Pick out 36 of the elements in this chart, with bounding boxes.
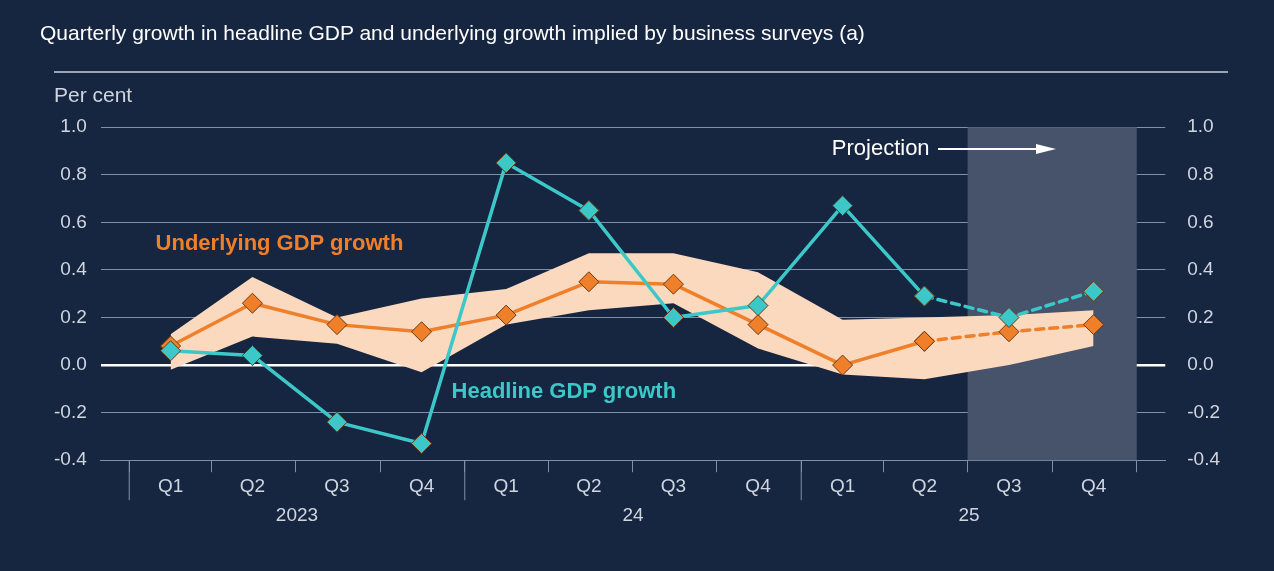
y2-tick-label: 0.8 bbox=[1187, 163, 1214, 185]
x-tick-label: Q1 bbox=[493, 474, 519, 496]
y-tick-label: 0.2 bbox=[60, 305, 87, 327]
x-tick-label: Q3 bbox=[660, 474, 687, 496]
text: 25 bbox=[958, 503, 980, 525]
y2-tick-label: -0.2 bbox=[1187, 400, 1221, 422]
x-tick-label: Q4 bbox=[1080, 474, 1107, 496]
y-tick-label: -0.2 bbox=[53, 400, 87, 422]
x-tick-label: Q1 bbox=[157, 474, 184, 496]
x-tick-label: Q3 bbox=[324, 474, 350, 496]
x-tick-label: Q2 bbox=[576, 474, 602, 496]
y2-tick-label: -0.4 bbox=[1187, 448, 1221, 470]
x-tick-label: Q4 bbox=[745, 474, 772, 496]
y2-tick-label: 0.0 bbox=[1187, 353, 1214, 375]
y-tick-label: 1.0 bbox=[60, 115, 87, 137]
y-tick-label: 0.0 bbox=[60, 353, 87, 375]
chart-title: Quarterly growth in headline GDP and underlying growth implied by business surveys (a) bbox=[40, 21, 865, 45]
y2-tick-label: 0.4 bbox=[1187, 258, 1215, 280]
text: 24 bbox=[622, 503, 644, 525]
x-tick-label: Q3 bbox=[996, 474, 1022, 496]
text: Underlying GDP growth bbox=[155, 229, 404, 255]
y2-tick-label: 0.6 bbox=[1187, 210, 1214, 232]
series-label: Headline GDP growth bbox=[451, 378, 677, 404]
text: 2023 bbox=[275, 503, 319, 525]
y2-tick-label: 0.2 bbox=[1187, 305, 1214, 327]
y-tick-label: 0.6 bbox=[60, 210, 87, 232]
y-tick-label: -0.4 bbox=[53, 448, 88, 470]
y-tick-label: 0.4 bbox=[60, 258, 88, 280]
y-axis-title: Per cent bbox=[54, 83, 133, 107]
x-tick-label: Q4 bbox=[408, 474, 435, 496]
y2-tick-label: 1.0 bbox=[1187, 115, 1214, 137]
x-tick-label: Q2 bbox=[239, 474, 266, 496]
x-tick-label: Q1 bbox=[829, 474, 856, 496]
x-tick-label: Q2 bbox=[911, 474, 938, 496]
band-label: Projection bbox=[831, 135, 930, 161]
y-tick-label: 0.8 bbox=[60, 163, 87, 185]
